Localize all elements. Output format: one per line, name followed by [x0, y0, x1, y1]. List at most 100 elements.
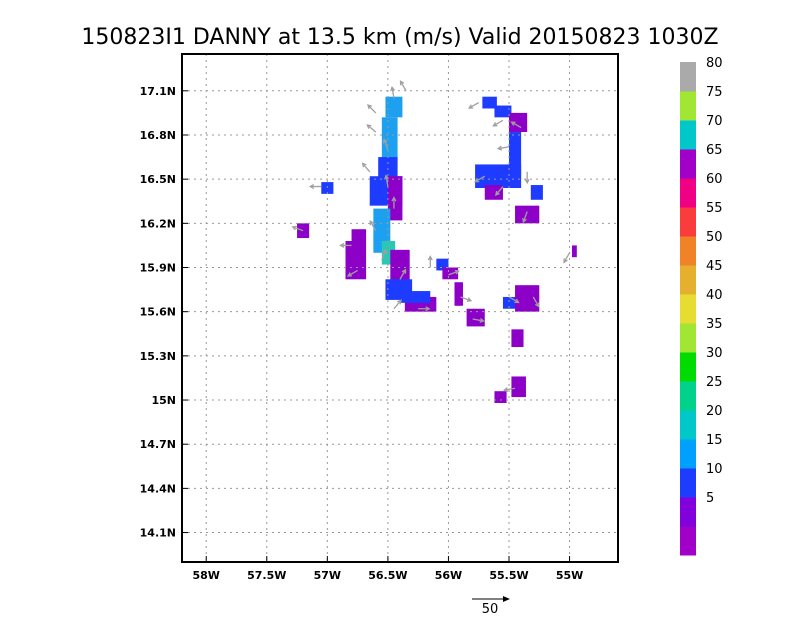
colorbar-swatch-4	[680, 410, 696, 440]
colorbar-swatch-13	[680, 149, 696, 179]
colorbar-label-16: 80	[706, 56, 723, 71]
speed-cell-32	[571, 245, 577, 258]
y-tick-label-2: 16.5N	[140, 173, 176, 186]
colorbar-swatch-10	[680, 236, 696, 266]
colorbar-label-15: 75	[706, 85, 723, 100]
speed-cell-11	[345, 241, 367, 280]
wind-vector-11	[393, 299, 402, 310]
reference-vector: 50	[472, 596, 510, 617]
colorbar-label-12: 60	[706, 172, 723, 187]
y-tick-label-5: 15.6N	[140, 306, 176, 319]
colorbar-swatch-15	[680, 91, 696, 121]
wind-vectors	[291, 80, 571, 393]
y-tick-label-1: 16.8N	[140, 129, 176, 142]
wind-vector-0	[367, 104, 377, 114]
y-tick-label-3: 16.2N	[140, 217, 176, 230]
speed-cell-19	[502, 296, 524, 309]
speed-cell-31	[515, 205, 540, 224]
wind-vector-31	[563, 252, 571, 264]
colorbar: 5 10 15 20 25 30 35 40 45 50 55 60 65 70 75 80	[680, 56, 723, 556]
colorbar-swatch-3	[680, 439, 696, 469]
colorbar-swatch-16	[680, 62, 696, 92]
colorbar-label-9: 45	[706, 259, 723, 274]
colorbar-label-6: 30	[706, 346, 723, 361]
reference-vector-arrowhead	[503, 596, 510, 602]
wind-vector-10	[399, 268, 407, 280]
plot-frame	[181, 53, 619, 563]
wind-vector-13	[427, 255, 433, 268]
wind-vector-23	[510, 121, 522, 129]
speed-cell-20	[515, 285, 540, 312]
x-tick-label-5: 55.5W	[489, 569, 528, 582]
colorbar-label-5: 25	[706, 375, 723, 390]
x-tick-label-4: 56W	[435, 569, 462, 582]
wind-vector-22	[492, 119, 504, 127]
speed-cell-16	[442, 267, 459, 280]
speed-cell-1	[381, 117, 398, 162]
wind-vector-18	[346, 269, 358, 277]
wind-vector-30	[532, 296, 540, 308]
x-tick-label-3: 56.5W	[368, 569, 407, 582]
colorbar-swatch-6	[680, 352, 696, 382]
colorbar-swatch-5	[680, 381, 696, 411]
wind-vector-17	[339, 242, 352, 248]
speed-cell-24	[482, 96, 497, 109]
wind-vector-6	[384, 174, 389, 187]
reference-vector-label: 50	[482, 602, 499, 617]
x-axis-ticks: 58W 57.5W 57W 56.5W 56W 55.5W 55W	[192, 556, 583, 582]
wind-vector-9	[381, 248, 387, 261]
colorbar-label-10: 50	[706, 230, 723, 245]
speed-cell-15	[436, 258, 449, 271]
y-tick-label-4: 15.9N	[140, 262, 176, 275]
speed-cell-0	[385, 96, 403, 118]
colorbar-label-13: 65	[706, 143, 723, 158]
colorbar-label-3: 15	[706, 433, 723, 448]
x-tick-label-2: 57W	[314, 569, 341, 582]
wind-vector-3	[366, 124, 377, 133]
wind-vector-28	[522, 211, 528, 224]
wind-vector-25	[474, 175, 486, 183]
y-tick-label-7: 15N	[151, 394, 176, 407]
wind-vector-29	[508, 296, 520, 304]
wind-vector-14	[448, 269, 461, 276]
wind-vector-26	[495, 186, 504, 196]
wind-vector-2	[399, 80, 407, 92]
colorbar-label-4: 20	[706, 404, 723, 419]
speed-cell-4	[387, 176, 403, 221]
y-tick-label-10: 14.1N	[140, 527, 176, 540]
chart-title: 150823I1 DANNY at 13.5 km (m/s) Valid 20…	[81, 25, 718, 50]
colorbar-swatch-8	[680, 294, 696, 324]
colorbar-label-14: 70	[706, 114, 723, 129]
y-tick-label-6: 15.3N	[140, 350, 176, 363]
plot-cells	[297, 96, 577, 403]
wind-vector-1	[390, 86, 396, 99]
colorbar-swatch-9	[680, 265, 696, 295]
speed-cell-17	[454, 282, 463, 306]
speed-cell-30	[530, 185, 543, 200]
x-tick-label-6: 55W	[556, 569, 583, 582]
wind-vector-16	[472, 317, 485, 323]
y-axis-ticks: 17.1N 16.8N 16.5N 16.2N 15.9N 15.6N 15.3N 15N 14…	[140, 85, 188, 540]
x-tick-label-1: 57.5W	[247, 569, 286, 582]
colorbar-label-1: 5	[706, 491, 714, 506]
speed-cell-28	[475, 164, 522, 188]
wind-vector-20	[308, 184, 322, 190]
speed-cell-10	[400, 291, 431, 303]
wind-vector-24	[496, 145, 510, 151]
wind-vector-4	[382, 138, 389, 150]
colorbar-swatch-7	[680, 323, 696, 353]
speed-cell-22	[511, 376, 526, 398]
colorbar-swatch-0	[680, 526, 696, 556]
y-tick-label-9: 14.4N	[140, 482, 176, 495]
wind-vector-32	[502, 387, 516, 393]
colorbar-label-2: 10	[706, 462, 723, 477]
colorbar-label-7: 35	[706, 317, 723, 332]
speed-cell-21	[511, 329, 524, 348]
wind-vector-27	[524, 171, 530, 185]
wind-vector-19	[291, 225, 304, 232]
colorbar-label-11: 55	[706, 201, 723, 216]
y-tick-label-8: 14.7N	[140, 438, 176, 451]
wind-vector-8	[369, 219, 377, 232]
colorbar-swatch-11	[680, 207, 696, 237]
